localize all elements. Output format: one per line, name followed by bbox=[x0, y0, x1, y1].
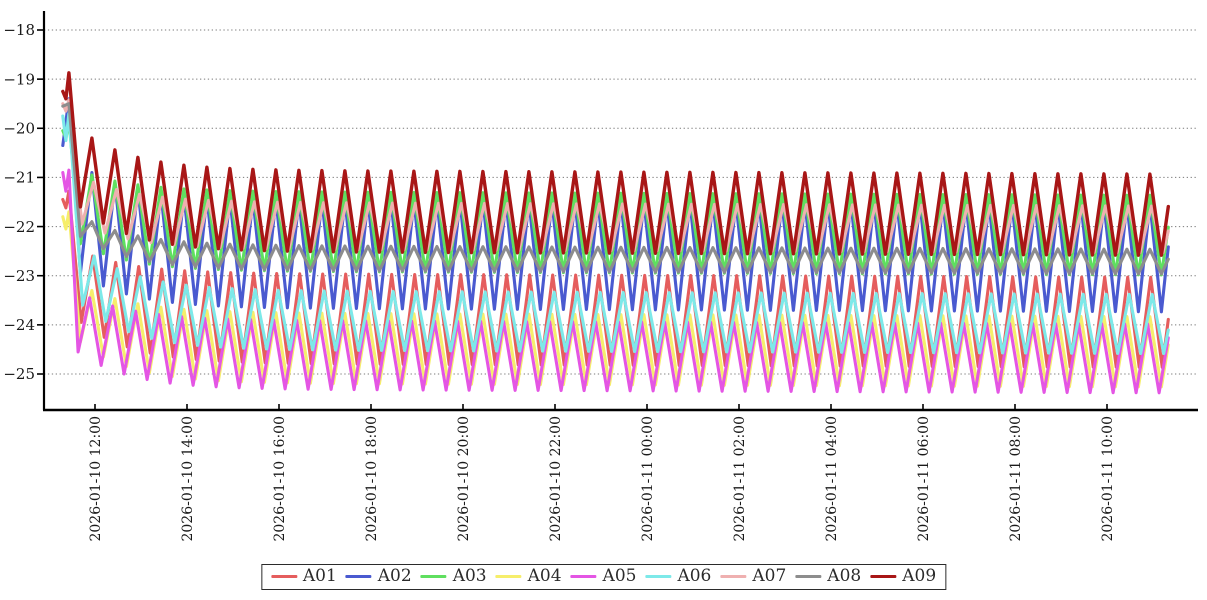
y-tick-label: −18 bbox=[3, 21, 35, 39]
y-axis: −18 −19 −20 −21 −22 −23 −24 −25 bbox=[3, 21, 44, 383]
x-tick-label: 2026-01-10 20:00 bbox=[456, 416, 472, 542]
x-tick-label: 2026-01-10 16:00 bbox=[272, 416, 288, 542]
legend-swatch-A01 bbox=[270, 574, 297, 579]
legend-swatch-A07 bbox=[720, 574, 747, 579]
y-tick-label: −19 bbox=[3, 70, 35, 88]
legend-label: A05 bbox=[602, 566, 637, 586]
y-tick-label: −24 bbox=[3, 316, 35, 334]
legend-swatch-A08 bbox=[795, 574, 822, 579]
legend-item-A09: A09 bbox=[870, 568, 936, 585]
legend-label: A02 bbox=[377, 566, 412, 586]
x-axis: 2026-01-10 12:00 2026-01-10 14:00 2026-01-… bbox=[88, 404, 1116, 542]
y-tick-label: −20 bbox=[3, 119, 35, 137]
legend-label: A03 bbox=[452, 566, 487, 586]
axes-spines bbox=[42, 11, 1198, 412]
legend-item-A04: A04 bbox=[495, 566, 562, 586]
legend-label: A07 bbox=[752, 566, 787, 586]
legend-item-A08: A08 bbox=[795, 568, 861, 585]
legend-label: A08 bbox=[827, 566, 862, 586]
legend-label: A06 bbox=[677, 566, 712, 586]
legend-swatch-A05 bbox=[570, 574, 597, 579]
y-tick-label: −21 bbox=[3, 169, 35, 187]
legend-item-A07: A07 bbox=[720, 568, 786, 585]
series-A09-line bbox=[61, 71, 1171, 257]
x-tick-label: 2026-01-11 02:00 bbox=[732, 416, 748, 542]
legend-swatch-A06 bbox=[645, 574, 672, 579]
y-tick-label: −22 bbox=[3, 218, 35, 236]
x-tick-label: 2026-01-10 22:00 bbox=[548, 416, 564, 542]
series-A06-line bbox=[61, 111, 1170, 356]
y-tick-label: −23 bbox=[3, 267, 35, 285]
legend-item-A01: A01 bbox=[270, 566, 337, 586]
series-A08-line bbox=[61, 102, 1170, 276]
legend: A01 A02 A03 A04 A05 A06 A07 A08 A09 bbox=[260, 564, 947, 590]
x-tick-label: 2026-01-11 10:00 bbox=[1100, 416, 1116, 542]
legend-item-A03: A03 bbox=[420, 566, 487, 586]
x-tick-label: 2026-01-11 08:00 bbox=[1008, 416, 1024, 542]
legend-label: A01 bbox=[302, 566, 337, 586]
y-tick-label: −25 bbox=[3, 365, 35, 383]
x-tick-label: 2026-01-10 14:00 bbox=[180, 416, 196, 542]
legend-swatch-A02 bbox=[345, 574, 372, 579]
series-lines bbox=[61, 71, 1171, 395]
x-tick-label: 2026-01-10 12:00 bbox=[88, 416, 104, 542]
legend-item-A05: A05 bbox=[570, 566, 637, 586]
legend-swatch-A09 bbox=[870, 574, 897, 579]
legend-item-A06: A06 bbox=[645, 568, 711, 585]
legend-swatch-A04 bbox=[495, 574, 522, 579]
x-tick-label: 2026-01-11 00:00 bbox=[640, 416, 656, 542]
x-tick-label: 2026-01-11 06:00 bbox=[916, 416, 932, 542]
x-tick-label: 2026-01-11 04:00 bbox=[824, 416, 840, 542]
legend-swatch-A03 bbox=[420, 574, 447, 579]
legend-item-A02: A02 bbox=[345, 566, 412, 586]
legend-label: A09 bbox=[902, 566, 937, 586]
x-tick-label: 2026-01-10 18:00 bbox=[364, 416, 380, 542]
legend-label: A04 bbox=[527, 566, 562, 586]
series-A05-line bbox=[61, 168, 1170, 395]
